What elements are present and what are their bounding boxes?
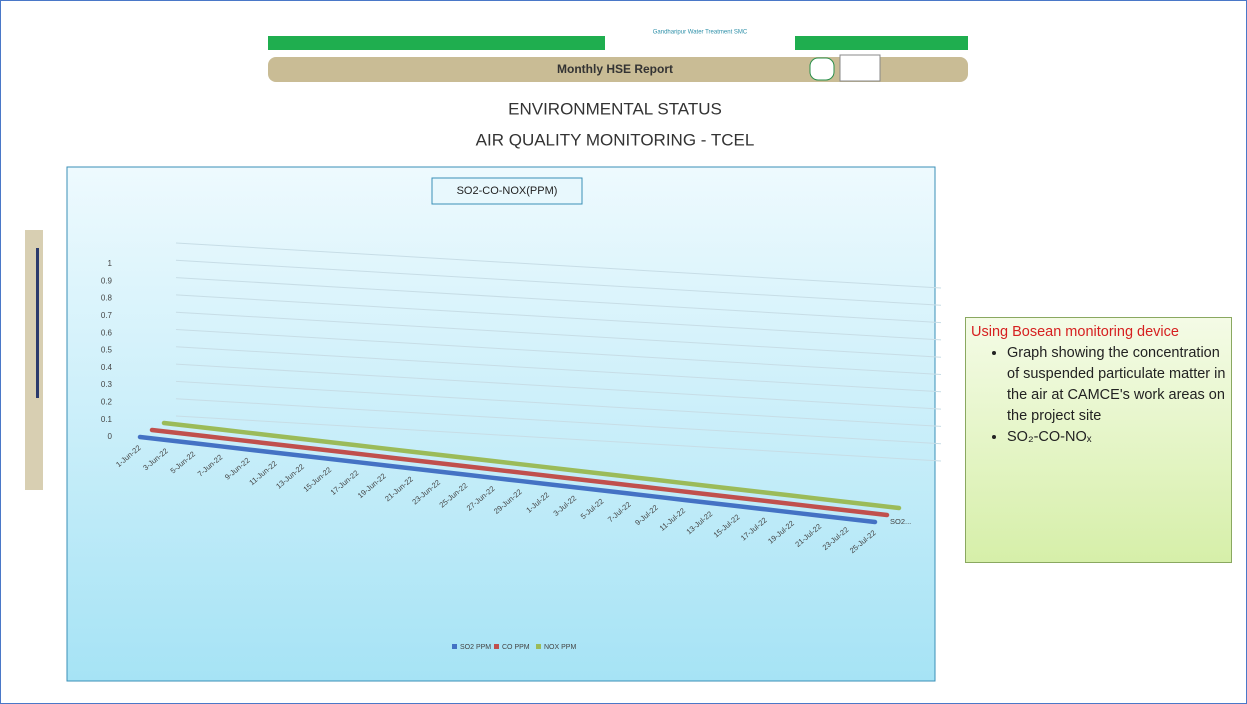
note-list: Graph showing the concentration of suspe… [971,343,1226,448]
logo [839,54,881,82]
grid-line [175,277,942,324]
legend-swatch [452,644,457,649]
y-tick-label: 0.6 [101,328,113,337]
report-bar [268,57,968,82]
logo [809,57,835,81]
legend-swatch [536,644,541,649]
grid-line [175,329,942,375]
grid-line [175,398,942,445]
legend-swatch [494,644,499,649]
y-tick-label: 0.7 [101,311,113,320]
note-box: Using Bosean monitoring device Graph sho… [965,317,1232,563]
grid-line [175,415,942,462]
title: AIR QUALITY MONITORING - TCEL [476,130,755,149]
y-tick-label: 1 [108,259,113,268]
series-line [161,420,902,511]
grid-line [175,259,942,306]
legend-label: NOX PPM [544,644,576,651]
chart-area [66,166,936,682]
y-tick-label: 0.1 [101,415,113,424]
y-tick-label: 0.3 [101,380,113,389]
grid-line [175,311,942,358]
y-tick-label: 0.5 [101,346,113,355]
y-tick-label: 0 [108,432,113,441]
grid-line [175,242,942,289]
note-bullet: SO₂-CO-NOₓ [1007,427,1226,448]
legend-label: CO PPM [502,644,530,651]
note-bullet: Graph showing the concentration of suspe… [1007,343,1226,427]
y-tick-label: 0.2 [101,398,113,407]
header-bar [795,36,968,50]
y-tick-label: 0.9 [101,276,113,285]
chart-title: SO2-CO-NOX(PPM) [457,185,558,197]
depth-label: SO2... [890,517,911,526]
header-bar [268,36,605,50]
legend-label: SO2 PPM [460,644,491,651]
y-tick-label: 0.8 [101,294,113,303]
side-bar [25,230,43,490]
series-line [137,434,878,525]
note-heading: Using Bosean monitoring device [971,324,1179,340]
side-line [36,248,39,398]
series-line [149,427,890,518]
grid-line [175,346,942,393]
grid-line [175,380,942,427]
y-tick-label: 0.4 [101,363,113,372]
chart-title-box [431,177,583,205]
grid-line [175,294,942,341]
logo-text: Gandharipur Water Treatment SMC [653,30,748,36]
title: ENVIRONMENTAL STATUS [508,99,722,118]
report-title: Monthly HSE Report [557,62,673,76]
grid-line [175,363,942,410]
